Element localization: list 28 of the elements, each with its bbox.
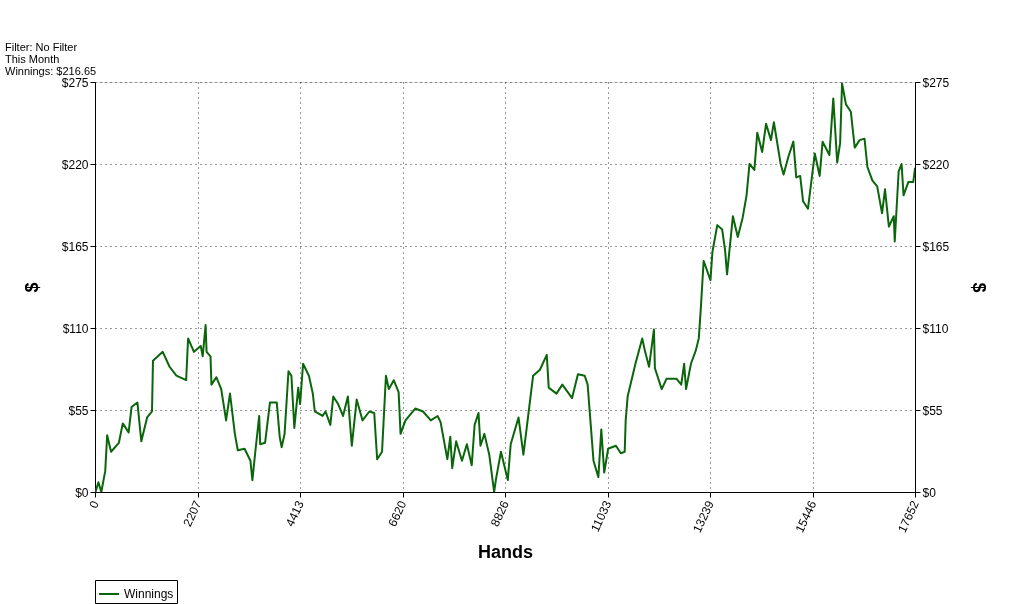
x-tick-label: 13239 <box>690 498 717 535</box>
y-tick-label: $165 <box>61 239 89 254</box>
x-tick-label: 11033 <box>587 498 615 534</box>
y2-axis-title: $ <box>969 282 990 293</box>
y2-tick-label: $220 <box>922 157 950 172</box>
y2-tick-label: $0 <box>922 485 937 500</box>
text: Filter: No Filter <box>5 41 78 53</box>
y-axis-title: $ <box>21 282 42 293</box>
text: This Month <box>5 53 60 65</box>
y2-tick-label: $165 <box>922 239 950 254</box>
x-tick-label: 8826 <box>487 498 512 529</box>
x-tick-label: 2207 <box>180 498 205 529</box>
x-tick-label: 4413 <box>282 498 307 529</box>
x-tick-label: 17652 <box>895 498 922 535</box>
y-tick-label: $220 <box>61 157 89 172</box>
y2-tick-label: $110 <box>922 321 949 336</box>
x-tick-label: 0 <box>86 498 102 511</box>
y2-tick-label: $275 <box>922 75 950 90</box>
y-tick-label: $0 <box>75 485 89 500</box>
legend-label: Winnings <box>124 587 174 601</box>
x-axis-title: Hands <box>477 542 534 563</box>
y2-tick-label: $55 <box>922 403 943 418</box>
y-tick-label: $55 <box>68 403 89 418</box>
y-tick-label: $110 <box>62 321 89 336</box>
y-tick-label: $275 <box>61 75 89 90</box>
x-tick-label: 15446 <box>792 498 820 535</box>
x-tick-label: 6620 <box>385 498 410 529</box>
text: Winnings: $216.65 <box>5 65 97 77</box>
